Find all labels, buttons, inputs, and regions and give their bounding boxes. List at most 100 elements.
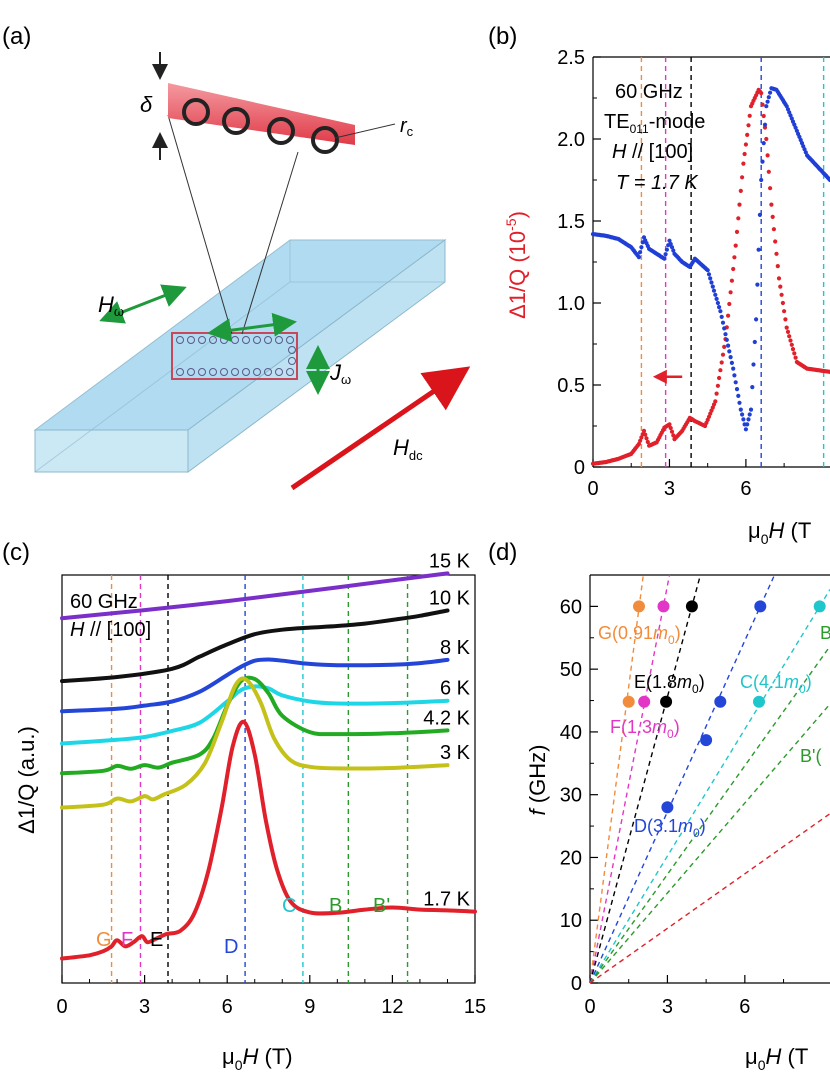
b-point xyxy=(645,439,650,445)
b-point xyxy=(715,300,721,306)
b-xtick-label: 3 xyxy=(664,478,675,500)
d-xtick-label: 0 xyxy=(584,996,595,1018)
vortex-icon xyxy=(288,346,296,354)
b-point xyxy=(731,266,736,272)
b-point xyxy=(705,268,710,273)
b-point xyxy=(729,278,735,283)
b-ytick-label: 0 xyxy=(574,457,585,479)
panel-a: (a) δ rc xyxy=(2,23,471,491)
d-fit-line xyxy=(589,574,702,984)
b-point xyxy=(774,251,779,256)
c-peak-label: D xyxy=(224,936,238,958)
b-point xyxy=(761,141,766,146)
c-temp-label: 4.2 K xyxy=(423,707,470,729)
zoom-line-left xyxy=(167,114,233,335)
d-fit-line xyxy=(589,574,671,984)
c-peak-label: C xyxy=(282,895,296,917)
b-point xyxy=(717,375,722,381)
b-point xyxy=(724,337,729,342)
b-point xyxy=(765,99,770,104)
b-point xyxy=(761,113,766,119)
b-point xyxy=(732,255,737,260)
d-point xyxy=(714,695,727,708)
b-point xyxy=(726,343,731,348)
b-point xyxy=(737,202,742,207)
b-point xyxy=(720,352,726,357)
b-point xyxy=(760,159,765,164)
b-point xyxy=(734,387,740,392)
d-point xyxy=(700,734,713,747)
b-point xyxy=(662,256,667,261)
d-point xyxy=(753,695,765,708)
b-point xyxy=(728,290,733,295)
b-point xyxy=(723,332,728,337)
inset-surface xyxy=(168,83,355,154)
b-point xyxy=(639,435,644,440)
c-peak-label: E xyxy=(150,929,163,951)
c-frame xyxy=(61,574,476,984)
d-label-D: D(3.1m0) xyxy=(634,816,706,840)
b-arrow-head xyxy=(652,369,667,384)
hdc-label: Hdc xyxy=(393,435,423,463)
b-point xyxy=(741,417,746,422)
b-point xyxy=(717,305,722,310)
b-point xyxy=(713,292,718,297)
b-point xyxy=(775,264,780,269)
b-ytick-label: 0.5 xyxy=(557,375,585,397)
slab xyxy=(33,239,447,473)
b-point xyxy=(788,338,793,343)
b-point xyxy=(731,366,736,371)
vortex-icon xyxy=(242,368,250,376)
b-point xyxy=(756,247,761,252)
b-annot-temp: T = 1.7 K xyxy=(616,172,699,194)
b-point xyxy=(768,90,773,95)
c-peak-label: G xyxy=(96,929,112,951)
current-arrow xyxy=(207,312,297,343)
c-peak-labels: G F E D C B B' xyxy=(96,895,390,958)
d-y-label: f (GHz) xyxy=(525,745,550,816)
b-point xyxy=(729,360,735,365)
d-ytick-label: 40 xyxy=(560,722,582,744)
b-point xyxy=(752,339,757,345)
c-series-1 xyxy=(60,608,450,684)
c-y-label: Δ1/Q (a.u.) xyxy=(14,726,39,834)
b-point xyxy=(667,422,672,427)
c-series-0 xyxy=(60,571,450,621)
c-temp-label: 15 K xyxy=(429,550,471,572)
b-point xyxy=(732,373,737,378)
c-xtick-label: 12 xyxy=(381,996,403,1018)
b-point xyxy=(708,276,713,281)
b-point xyxy=(713,399,718,404)
b-point xyxy=(663,252,668,257)
b-point xyxy=(720,320,726,325)
d-point xyxy=(685,600,698,613)
panel-c: (c) 0 3 6 9 12 15 15 K 10 K 8 K 6 K 4.2 K 3 K 1.7 K… xyxy=(2,539,486,1073)
vortex-icon xyxy=(286,368,294,376)
b-point xyxy=(764,104,769,109)
rc-label: rc xyxy=(400,115,414,139)
b-point xyxy=(733,380,738,385)
b-point xyxy=(773,239,778,244)
c-peak-label: B' xyxy=(373,895,390,917)
b-y-label: Δ1/Q (10-5) xyxy=(503,211,530,319)
d-fit-line xyxy=(589,703,830,984)
b-point xyxy=(746,123,751,128)
b-point xyxy=(714,391,719,396)
h-omega-arrow xyxy=(99,284,187,324)
d-ytick-label: 50 xyxy=(560,659,582,681)
c-annot-freq: 60 GHz xyxy=(70,591,138,613)
vortex-icon xyxy=(209,368,217,376)
d-label-G: G(0.91m0) xyxy=(598,623,681,647)
b-point xyxy=(787,334,792,339)
b-point xyxy=(780,300,786,306)
c-xtick-label: 6 xyxy=(222,996,233,1018)
b-point xyxy=(766,95,771,100)
b-point xyxy=(719,314,724,319)
d-fit-line xyxy=(589,645,830,984)
c-annot-field: H // [100] xyxy=(70,619,151,641)
b-point xyxy=(664,247,670,252)
b-ytick-label: 2.0 xyxy=(557,129,585,151)
b-series xyxy=(590,86,830,466)
d-point xyxy=(813,600,826,613)
panel-d: (d) 0 10 20 30 40 50 60 0 3 6 G(0.91m0) B E(1.8m0… xyxy=(488,539,830,1073)
